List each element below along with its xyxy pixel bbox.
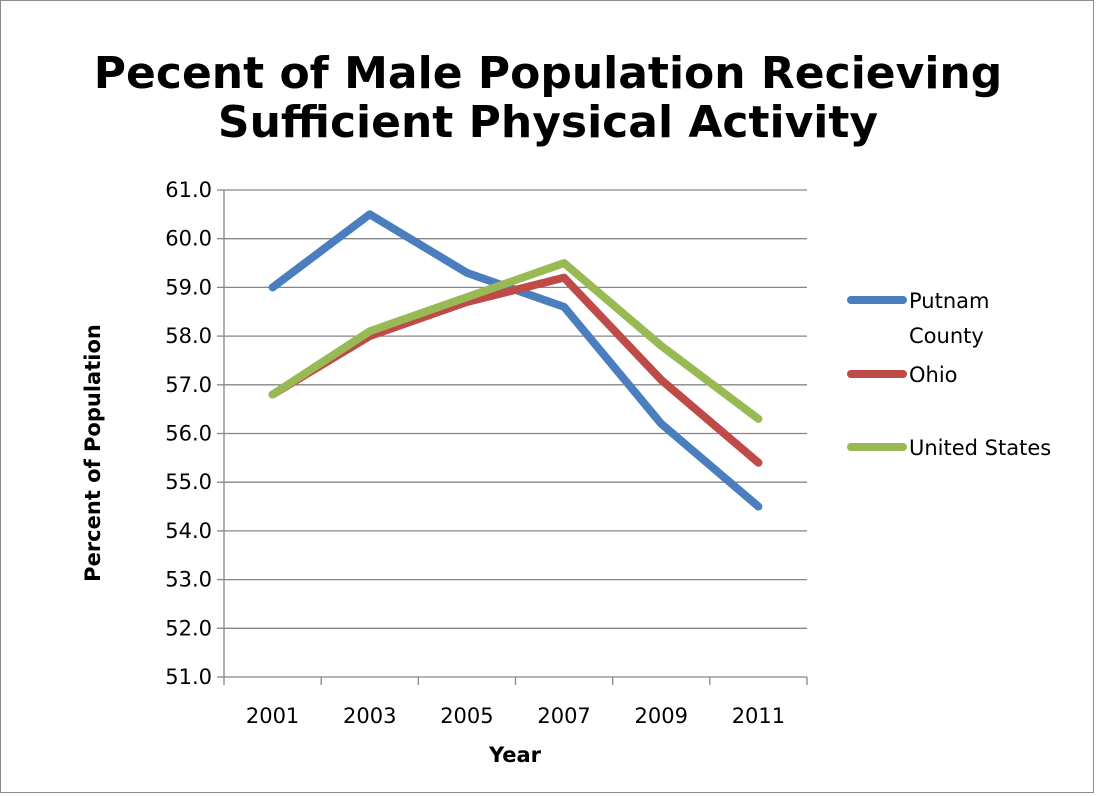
y-axis-title: Percent of Population <box>81 324 105 582</box>
x-tick-label: 2011 <box>732 704 785 728</box>
legend-label-0: Putnam <box>909 289 989 313</box>
y-tick-label: 60.0 <box>165 227 212 251</box>
legend-label-1: Ohio <box>909 363 958 387</box>
series-line-2 <box>268 259 763 423</box>
y-tick-label: 61.0 <box>165 178 212 202</box>
legend-label-2: United States <box>909 436 1051 460</box>
y-tick-label: 57.0 <box>165 373 212 397</box>
y-tick-label: 55.0 <box>165 470 212 494</box>
x-tick-label: 2009 <box>635 704 688 728</box>
series-line-1 <box>268 273 763 467</box>
y-tick-label: 53.0 <box>165 568 212 592</box>
y-tick-label: 58.0 <box>165 324 212 348</box>
chart-title-line-2: Sufficient Physical Activity <box>218 97 878 148</box>
x-tick-label: 2001 <box>246 704 299 728</box>
y-tick-label: 56.0 <box>165 422 212 446</box>
y-tick-label: 52.0 <box>165 616 212 640</box>
x-axis-title: Year <box>488 743 542 767</box>
x-tick-label: 2005 <box>440 704 493 728</box>
chart-title-line-1: Pecent of Male Population Recieving <box>94 48 1002 99</box>
y-tick-label: 59.0 <box>165 275 212 299</box>
x-tick-label: 2003 <box>343 704 396 728</box>
legend-label-0: County <box>909 324 984 348</box>
x-tick-label: 2007 <box>537 704 590 728</box>
y-tick-label: 51.0 <box>165 665 212 689</box>
y-tick-label: 54.0 <box>165 519 212 543</box>
